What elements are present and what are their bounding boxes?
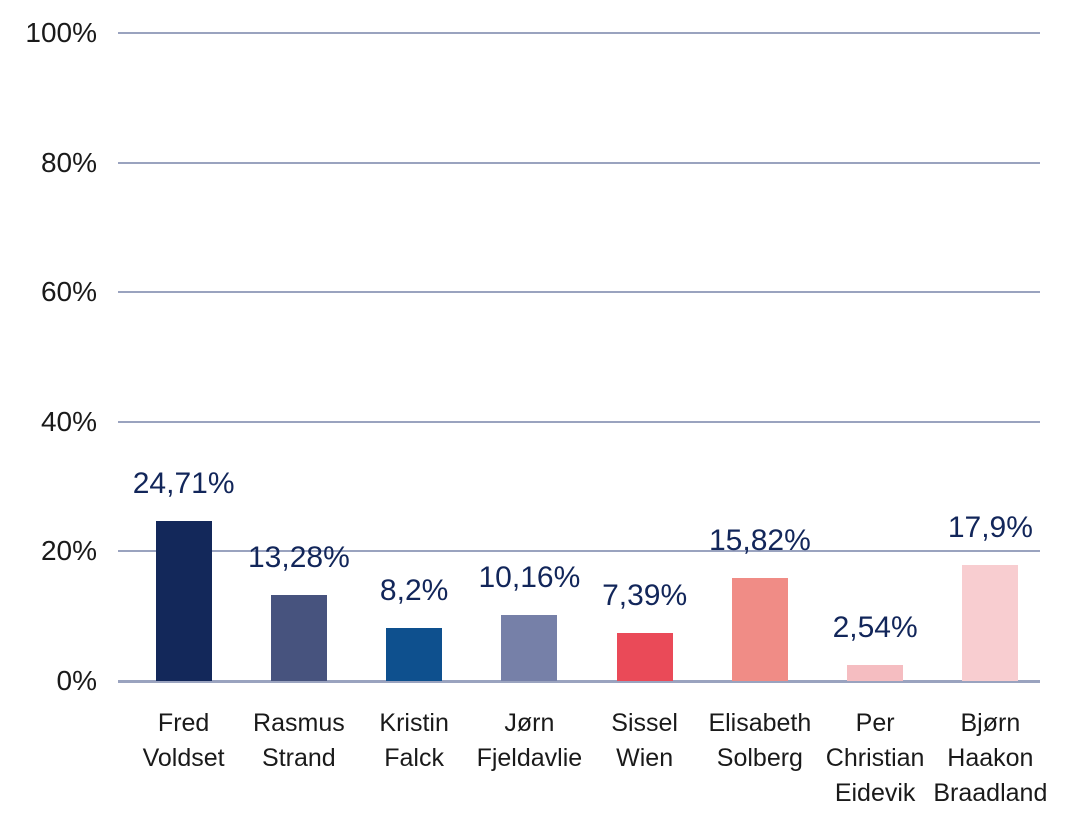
category-label: Per Christian Eidevik xyxy=(825,709,925,807)
bar xyxy=(731,578,788,681)
gridline xyxy=(118,32,1040,34)
category-label: Jørn Fjeldavlie xyxy=(476,709,583,772)
category-label: Fred Voldset xyxy=(142,709,225,772)
category-label: Rasmus Strand xyxy=(253,709,345,772)
value-label: 7,39% xyxy=(602,579,688,613)
category-label: Sissel Wien xyxy=(611,709,678,772)
y-tick-label: 40% xyxy=(40,405,97,437)
bar xyxy=(616,633,673,681)
bar xyxy=(386,627,443,681)
x-axis-line xyxy=(118,680,1040,683)
bar xyxy=(501,615,558,681)
gridline xyxy=(118,291,1040,294)
bar xyxy=(155,520,212,681)
gridline xyxy=(118,420,1040,423)
value-label: 2,54% xyxy=(832,610,918,644)
y-tick-label: 20% xyxy=(40,535,97,567)
value-label: 13,28% xyxy=(248,540,350,574)
value-label: 10,16% xyxy=(478,561,581,595)
category-label: Kristin Falck xyxy=(379,709,449,772)
value-label: 8,2% xyxy=(379,573,449,607)
y-tick-label: 0% xyxy=(56,665,97,696)
category-label: Elisabeth Solberg xyxy=(708,709,812,772)
y-tick-label: 100% xyxy=(25,17,97,48)
gridline xyxy=(118,550,1040,553)
y-tick-label: 80% xyxy=(40,146,97,178)
value-label: 15,82% xyxy=(709,524,811,558)
gridline xyxy=(118,161,1040,164)
y-tick-label: 60% xyxy=(40,276,97,308)
bar xyxy=(270,594,327,681)
bar xyxy=(847,664,904,681)
category-label: Bjørn Haakon Braadland xyxy=(933,709,1048,807)
value-label: 17,9% xyxy=(947,511,1033,544)
bar xyxy=(962,565,1019,681)
value-label: 24,71% xyxy=(132,466,235,500)
